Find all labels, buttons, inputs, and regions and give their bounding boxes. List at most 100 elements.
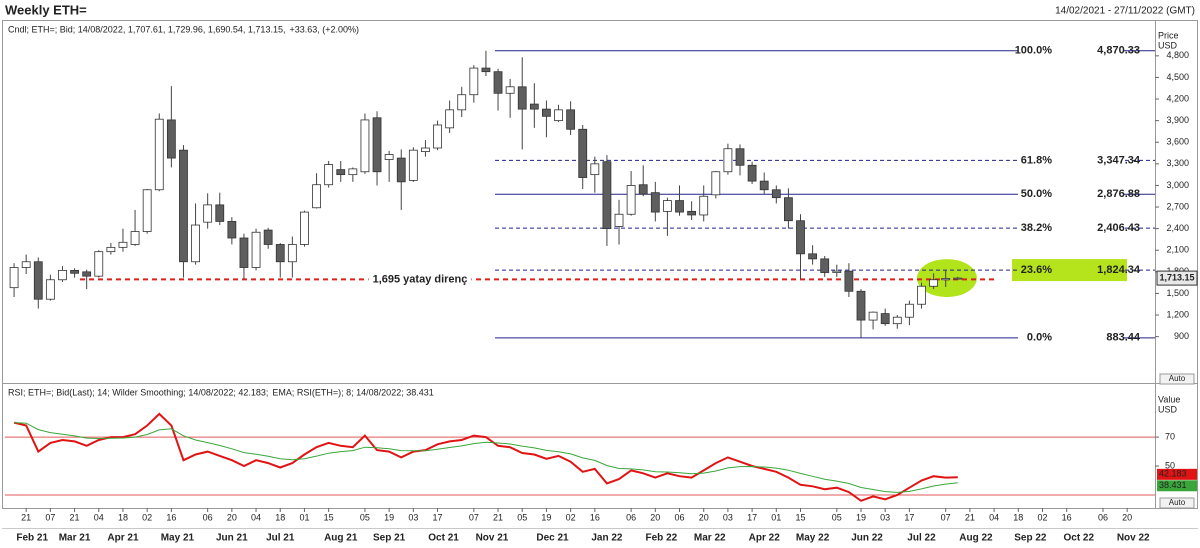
candle-body bbox=[554, 109, 563, 122]
candle-body bbox=[735, 148, 745, 166]
candle-body bbox=[58, 269, 67, 281]
y-tick-label: 4,200 bbox=[1166, 93, 1189, 103]
x-tick-label: 17 bbox=[433, 512, 443, 522]
x-tick-label: 20 bbox=[650, 512, 660, 522]
x-tick-label: 06 bbox=[1098, 512, 1108, 522]
candle-body bbox=[517, 86, 527, 110]
fib-percent: 0.0% bbox=[1027, 332, 1052, 344]
candle-body bbox=[118, 241, 128, 248]
candle-body bbox=[70, 269, 79, 274]
x-tick-label: 02 bbox=[566, 512, 576, 522]
y-tick-label: 3,300 bbox=[1166, 158, 1189, 168]
x-tick-label: 02 bbox=[1037, 512, 1047, 522]
candle-body bbox=[771, 189, 781, 199]
fib-value: 1,824.34 bbox=[1097, 264, 1141, 276]
axis-title: Price bbox=[1158, 30, 1179, 40]
candle-body bbox=[324, 164, 334, 186]
x-tick-label: 21 bbox=[493, 512, 503, 522]
last-value-tag-bg bbox=[1157, 468, 1197, 480]
rsi-panel-frame bbox=[2, 383, 1198, 509]
legend-change: +33.63, (+2.00%) bbox=[289, 24, 359, 34]
x-tick-label: 21 bbox=[21, 512, 31, 522]
x-tick-label: 21 bbox=[70, 512, 80, 522]
auto-button[interactable]: Auto bbox=[1169, 498, 1186, 507]
month-label: Aug 22 bbox=[959, 533, 993, 544]
y-tick-label: 2,400 bbox=[1166, 223, 1189, 233]
candle-body bbox=[784, 197, 793, 222]
candle-body bbox=[263, 229, 273, 245]
y-tick-label: 1,200 bbox=[1166, 309, 1189, 319]
candle-body bbox=[529, 103, 539, 110]
candle-body bbox=[457, 94, 467, 111]
x-tick-label: 20 bbox=[699, 512, 709, 522]
y-tick-label: 3,000 bbox=[1166, 180, 1189, 190]
last-value-tag: 38.431 bbox=[1159, 480, 1187, 490]
candle-body bbox=[892, 316, 902, 325]
candle-body bbox=[166, 119, 176, 159]
legend-text: EMA; RSI(ETH=); 8; 14/08/2022; 38.431 bbox=[272, 387, 433, 397]
axis-title: Value bbox=[1158, 394, 1180, 404]
candle-body bbox=[275, 244, 285, 263]
fib-percent: 23.6% bbox=[1021, 264, 1052, 276]
candle-body bbox=[759, 180, 769, 191]
fib-percent: 61.8% bbox=[1021, 154, 1052, 166]
fib-label-bg bbox=[1018, 222, 1124, 235]
month-label: Jun 22 bbox=[851, 533, 883, 544]
y-tick-label: 900 bbox=[1174, 331, 1189, 341]
candle-body bbox=[396, 157, 406, 183]
candle-body bbox=[348, 168, 358, 176]
x-tick-label: 05 bbox=[832, 512, 842, 522]
x-tick-label: 19 bbox=[384, 512, 394, 522]
fib-value: 2,876.88 bbox=[1097, 188, 1140, 200]
candle-body bbox=[142, 189, 152, 232]
month-label: Mar 22 bbox=[694, 533, 726, 544]
candle-body bbox=[421, 147, 430, 152]
x-tick-label: 16 bbox=[166, 512, 176, 522]
series-line bbox=[14, 422, 958, 493]
month-label: Aug 21 bbox=[324, 533, 358, 544]
month-label: Mar 21 bbox=[59, 533, 91, 544]
candle-body bbox=[9, 267, 19, 289]
candle-body bbox=[917, 285, 926, 305]
auto-button-bg[interactable] bbox=[1159, 497, 1195, 509]
axis-title: USD bbox=[1158, 404, 1178, 414]
month-label: May 21 bbox=[161, 533, 195, 544]
month-label: Nov 21 bbox=[476, 533, 509, 544]
month-label: Jun 21 bbox=[216, 533, 248, 544]
fib-percent: 100.0% bbox=[1015, 45, 1053, 57]
resistance-label: 1,695 yatay direnç bbox=[373, 273, 468, 285]
fib-value: 883.44 bbox=[1106, 332, 1141, 344]
candle-body bbox=[384, 154, 394, 160]
month-label: Jul 22 bbox=[907, 533, 936, 544]
candle-body bbox=[33, 261, 43, 300]
month-label: Jul 21 bbox=[266, 533, 295, 544]
auto-button[interactable]: Auto bbox=[1169, 374, 1186, 383]
fib-label-bg bbox=[1018, 264, 1124, 277]
y-tick-label: 50 bbox=[1165, 460, 1175, 470]
candle-body bbox=[844, 270, 854, 292]
fib-label-bg bbox=[1018, 154, 1124, 167]
fib-percent: 50.0% bbox=[1021, 188, 1052, 200]
candle-body bbox=[868, 311, 878, 321]
candle-body bbox=[880, 313, 890, 325]
y-tick-label: 2,700 bbox=[1166, 201, 1189, 211]
fib-value: 3,347.34 bbox=[1097, 154, 1141, 166]
month-label: Apr 22 bbox=[749, 533, 781, 544]
fib-value: 4,870.33 bbox=[1097, 45, 1140, 57]
candle-body bbox=[215, 204, 225, 222]
x-tick-label: 18 bbox=[275, 512, 285, 522]
auto-button-bg[interactable] bbox=[1159, 373, 1195, 385]
candle-body bbox=[227, 221, 237, 239]
y-tick-label: 3,900 bbox=[1166, 115, 1189, 125]
candle-body bbox=[154, 118, 164, 191]
x-tick-label: 20 bbox=[1122, 512, 1132, 522]
candle-body bbox=[638, 184, 648, 195]
y-tick-label: 4,500 bbox=[1166, 72, 1189, 82]
x-tick-label: 15 bbox=[324, 512, 334, 522]
candle-body bbox=[493, 71, 503, 94]
fib-label-bg bbox=[1018, 188, 1124, 201]
candle-body bbox=[336, 169, 346, 176]
candle-body bbox=[626, 185, 636, 215]
candle-body bbox=[711, 171, 721, 196]
